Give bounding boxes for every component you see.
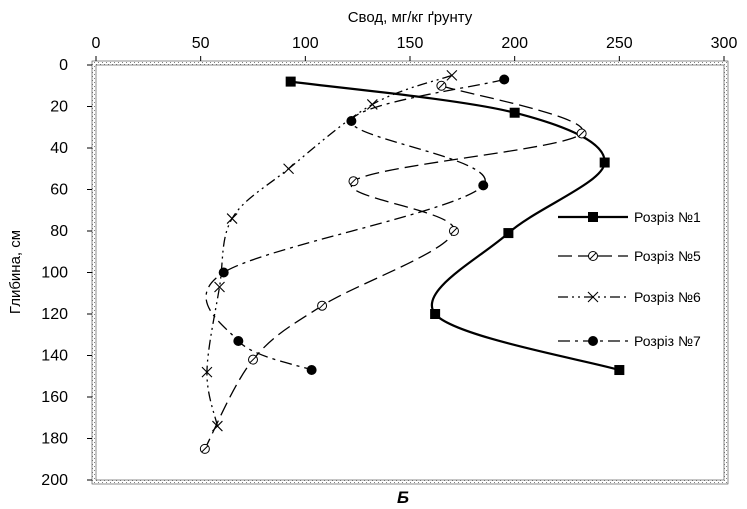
series-3-point-6 bbox=[201, 366, 213, 378]
y-tick-label: 180 bbox=[41, 431, 68, 448]
legend-label-1: Розріз №1 bbox=[634, 209, 701, 225]
y-tick-label: 40 bbox=[50, 140, 68, 157]
chart-caption: Б bbox=[397, 488, 409, 507]
series-4-point-2 bbox=[346, 116, 357, 127]
series-2-point-5 bbox=[317, 300, 328, 311]
legend-marker-2 bbox=[588, 251, 598, 261]
y-tick-label: 100 bbox=[41, 265, 68, 282]
series-2-point-4 bbox=[448, 226, 459, 236]
y-tick-label: 200 bbox=[41, 472, 68, 489]
legend-marker-1 bbox=[588, 212, 598, 222]
legend-marker-3 bbox=[587, 291, 599, 303]
y-tick-label: 60 bbox=[50, 182, 68, 199]
legend-label-4: Розріз №7 bbox=[634, 333, 701, 349]
series-3-point-7 bbox=[212, 420, 223, 432]
y-axis-title: Глибина, см bbox=[7, 230, 24, 314]
legend-marker-4 bbox=[588, 336, 598, 346]
series-2-point-7 bbox=[199, 443, 210, 454]
plot-area bbox=[96, 65, 724, 480]
x-tick-label: 150 bbox=[397, 35, 424, 52]
series-3-point-4 bbox=[226, 213, 238, 224]
series-4-point-5 bbox=[233, 335, 244, 346]
plot-frame-inner bbox=[95, 64, 725, 481]
series-1-point-1 bbox=[285, 76, 296, 87]
series-3-point-3 bbox=[283, 163, 294, 175]
x-tick-label: 100 bbox=[292, 35, 319, 52]
y-tick-label: 20 bbox=[50, 99, 68, 116]
series-line-1 bbox=[290, 80, 620, 372]
x-tick-label: 50 bbox=[192, 35, 210, 52]
series-1-point-5 bbox=[430, 309, 441, 319]
series-4-point-1 bbox=[499, 74, 510, 85]
series-2-point-6 bbox=[248, 354, 258, 365]
y-tick-label: 80 bbox=[50, 223, 68, 240]
series-3-point-5 bbox=[214, 281, 225, 293]
series-1-point-3 bbox=[599, 157, 610, 168]
series-1-point-2 bbox=[509, 107, 520, 118]
x-tick-label: 200 bbox=[501, 35, 528, 52]
y-tick-label: 160 bbox=[41, 389, 68, 406]
y-tick-label: 120 bbox=[41, 306, 68, 323]
series-2-point-1 bbox=[436, 80, 447, 91]
x-tick-label: 0 bbox=[92, 35, 101, 52]
y-tick-label: 0 bbox=[59, 57, 68, 74]
x-tick-label: 300 bbox=[711, 35, 738, 52]
series-2-point-3 bbox=[348, 176, 359, 187]
series-2-point-2 bbox=[576, 128, 587, 139]
x-axis-title: Свод, мг/кг ґрунту bbox=[348, 9, 473, 26]
legend-label-2: Розріз №5 bbox=[634, 248, 701, 264]
series-1-point-6 bbox=[614, 365, 625, 376]
series-1-point-4 bbox=[503, 228, 514, 239]
x-tick-label: 250 bbox=[606, 35, 633, 52]
series-3-point-1 bbox=[446, 69, 458, 81]
series-4-point-4 bbox=[218, 267, 229, 278]
y-tick-label: 140 bbox=[41, 348, 68, 365]
series-4-point-6 bbox=[306, 365, 317, 376]
series-4-point-3 bbox=[478, 180, 489, 191]
legend-label-3: Розріз №6 bbox=[634, 289, 701, 305]
